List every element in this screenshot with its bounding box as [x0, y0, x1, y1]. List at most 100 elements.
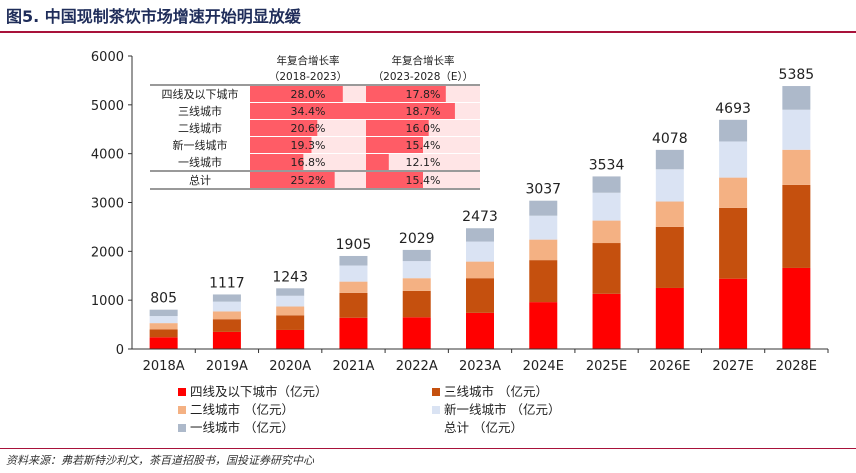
- bar-segment: [149, 337, 178, 349]
- x-tick-label: 2028E: [776, 359, 817, 374]
- cagr-table: 年复合增长率 （2018-2023） 年复合增长率 （2023-2028（E）） 四线及…: [150, 54, 480, 190]
- bar-segment: [402, 278, 431, 291]
- bar-segment: [276, 295, 305, 307]
- bar-segment: [592, 220, 621, 244]
- table-value: 16.8%: [291, 156, 326, 169]
- bar-segment: [339, 255, 368, 266]
- bar-segment: [655, 169, 684, 202]
- table-row-label: 总计: [189, 173, 211, 187]
- bar-segment: [466, 228, 494, 242]
- bar-segment: [782, 267, 811, 349]
- table-value: 19.3%: [291, 139, 326, 152]
- bar-segment: [655, 201, 684, 227]
- bar-segment: [592, 293, 621, 349]
- table-value: 18.7%: [406, 105, 441, 118]
- bar-segment: [466, 312, 494, 349]
- x-tick-label: 2024E: [523, 359, 564, 374]
- total-label: 805: [150, 291, 177, 307]
- chart-title: 图5. 中国现制茶饮市场增速开始明显放缓: [6, 7, 301, 26]
- table-header: 年复合增长率: [277, 54, 340, 67]
- legend-swatch: [432, 388, 440, 396]
- legend-label: 一线城市 （亿元）: [190, 420, 294, 435]
- x-tick-label: 2022A: [396, 359, 438, 374]
- y-tick-label: 3000: [91, 197, 124, 212]
- bar-segment: [339, 317, 368, 349]
- legend-swatch: [178, 424, 186, 432]
- bar-segment: [529, 239, 558, 261]
- x-tick-label: 2025E: [586, 359, 627, 374]
- total-label: 5385: [779, 67, 815, 83]
- total-label: 3534: [589, 157, 625, 173]
- table-cell-bar: [250, 172, 335, 188]
- bar-segment: [719, 177, 748, 208]
- bar-segment: [402, 317, 431, 349]
- legend-swatch: [432, 406, 440, 414]
- y-axis: 0 1000 2000 3000 4000 5000 6000: [91, 50, 133, 358]
- bar-segment: [782, 109, 811, 150]
- table-value: 28.0%: [291, 88, 326, 101]
- table-row-label: 三线城市: [178, 104, 222, 118]
- table-cell-bar: [366, 120, 429, 136]
- total-label: 2473: [462, 209, 498, 225]
- source-rule: [0, 448, 856, 449]
- legend-swatch: [178, 388, 186, 396]
- bar-segment: [719, 278, 748, 349]
- total-label: 3037: [525, 182, 561, 198]
- legend-swatch: [178, 406, 186, 414]
- table-value: 16.0%: [406, 122, 441, 135]
- x-tick-label: 2026E: [649, 359, 690, 374]
- table-cell-bar: [250, 86, 343, 102]
- bar-segment: [592, 243, 621, 294]
- y-tick-label: 6000: [91, 50, 124, 65]
- bar-segment: [719, 141, 748, 178]
- bar-segment: [339, 292, 368, 318]
- x-tick-label: 2020A: [269, 359, 311, 374]
- table-cell-bar: [366, 172, 423, 188]
- bar-segment: [719, 119, 748, 142]
- bar-segment: [719, 207, 748, 279]
- y-tick-label: 4000: [91, 148, 124, 163]
- bar-segment: [276, 306, 305, 316]
- x-tick-label: 2021A: [332, 359, 374, 374]
- bar-segment: [466, 261, 494, 279]
- bar-segment: [529, 302, 558, 349]
- table-value: 17.8%: [406, 88, 441, 101]
- table-cell-bar: [250, 103, 366, 119]
- bar-segment: [212, 331, 241, 349]
- bar-segment: [212, 294, 241, 302]
- total-label: 4693: [715, 101, 751, 117]
- table-value: 15.4%: [406, 174, 441, 187]
- legend-label: 总计 （亿元）: [444, 420, 523, 435]
- x-tick-label: 2027E: [712, 359, 753, 374]
- bar-segment: [339, 265, 368, 282]
- table-row-label: 新一线城市: [173, 138, 228, 152]
- bar-segment: [466, 241, 494, 262]
- y-tick-label: 2000: [91, 245, 124, 260]
- table-cell-bar: [366, 154, 389, 170]
- table-cell-bar: [366, 86, 446, 102]
- table-value: 15.4%: [406, 139, 441, 152]
- bar-segment: [592, 176, 621, 193]
- bar-segment: [276, 329, 305, 349]
- bar-segment: [529, 200, 558, 216]
- legend-label: 二线城市 （亿元）: [190, 402, 294, 417]
- bar-segment: [276, 288, 305, 296]
- table-row-label: 一线城市: [178, 155, 222, 169]
- total-label: 1243: [272, 269, 308, 285]
- bar-segment: [402, 249, 431, 262]
- x-tick-label: 2018A: [143, 359, 185, 374]
- table-value: 20.6%: [291, 122, 326, 135]
- table-value: 12.1%: [406, 156, 441, 169]
- total-label: 1117: [209, 275, 245, 291]
- total-label: 1905: [336, 237, 372, 253]
- bar-segment: [655, 149, 684, 170]
- bar-segment: [402, 290, 431, 318]
- table-header: 年复合增长率: [392, 54, 455, 67]
- table-value: 34.4%: [291, 105, 326, 118]
- table-cell-bar: [250, 137, 312, 153]
- bar-segment: [149, 316, 178, 324]
- y-tick-label: 1000: [91, 294, 124, 309]
- table-header: （2023-2028（E））: [373, 71, 474, 83]
- y-tick-label: 0: [116, 343, 124, 358]
